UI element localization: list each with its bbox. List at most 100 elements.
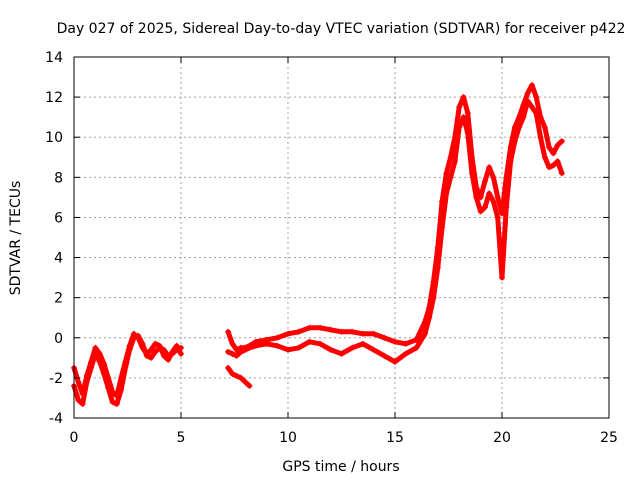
data-point	[338, 328, 345, 335]
data-point	[486, 190, 493, 197]
data-point	[481, 204, 488, 211]
data-point	[148, 346, 155, 353]
x-tick-label: 5	[177, 430, 186, 446]
data-point	[225, 328, 232, 335]
data-point	[225, 348, 232, 355]
data-point	[246, 382, 253, 389]
x-axis-label: GPS time / hours	[282, 459, 399, 475]
data-point	[546, 164, 553, 171]
data-point	[113, 392, 120, 399]
data-point	[434, 264, 441, 271]
data-point	[306, 338, 313, 345]
data-point	[546, 144, 553, 151]
data-point	[370, 330, 377, 337]
data-point	[233, 372, 240, 379]
data-point	[317, 324, 324, 331]
data-point	[413, 344, 420, 351]
y-tick-label: 4	[54, 251, 63, 267]
data-point	[520, 114, 527, 121]
data-point	[541, 154, 548, 161]
data-point	[295, 344, 302, 351]
data-point	[439, 224, 446, 231]
data-point	[494, 214, 501, 221]
series-5	[225, 364, 253, 389]
data-point	[130, 330, 137, 337]
data-point	[285, 346, 291, 353]
data-point	[75, 378, 82, 385]
data-point	[456, 124, 463, 131]
data-point	[447, 154, 454, 161]
data-point	[274, 334, 281, 341]
series-2	[71, 330, 184, 399]
y-tick-label: 14	[45, 50, 63, 66]
y-axis-label: SDTVAR / TECUs	[8, 181, 24, 296]
data-point	[306, 324, 313, 331]
data-point	[528, 104, 535, 111]
data-point	[79, 400, 86, 407]
data-point	[469, 170, 476, 177]
data-point	[528, 82, 535, 89]
series-4	[225, 98, 565, 365]
data-point	[533, 94, 540, 101]
data-point	[169, 348, 176, 355]
data-point	[349, 344, 356, 351]
data-point	[225, 364, 232, 371]
data-point	[443, 170, 450, 177]
y-axis-ticks: -4 -2 0 2 4 6 8 10 12 14	[45, 50, 609, 427]
data-point	[160, 352, 167, 359]
data-point	[242, 378, 249, 385]
x-tick-label: 15	[386, 430, 404, 446]
data-point	[402, 340, 409, 347]
data-point	[237, 374, 244, 381]
data-point	[473, 194, 480, 201]
x-tick-label: 20	[493, 430, 511, 446]
data-point	[370, 346, 377, 353]
data-point	[229, 370, 236, 377]
data-point	[139, 344, 146, 351]
data-point	[392, 358, 398, 365]
data-point	[554, 158, 561, 165]
data-point	[83, 372, 90, 379]
data-point	[490, 198, 497, 205]
data-point	[558, 170, 565, 177]
y-tick-label: 12	[45, 90, 63, 106]
data-point	[113, 400, 120, 407]
x-tick-label: 25	[600, 430, 618, 446]
data-point	[246, 344, 253, 351]
data-point	[122, 358, 129, 365]
data-point	[285, 330, 291, 337]
data-point	[464, 130, 471, 137]
data-point	[443, 190, 450, 197]
data-point	[100, 360, 107, 367]
data-point	[105, 374, 112, 381]
data-point	[152, 348, 159, 355]
series-line	[71, 331, 184, 399]
data-point	[229, 350, 236, 357]
data-point	[507, 158, 514, 165]
data-point	[490, 174, 497, 181]
data-point	[252, 342, 259, 349]
data-point	[229, 340, 236, 347]
data-point	[550, 162, 557, 169]
data-point	[481, 178, 488, 185]
data-point	[494, 194, 501, 201]
data-point	[533, 110, 540, 117]
data-point	[148, 354, 155, 361]
data-point	[486, 164, 493, 171]
x-tick-label: 10	[279, 430, 297, 446]
x-axis-ticks: 0 5 10 15 20 25	[70, 57, 618, 446]
data-point	[88, 358, 95, 365]
data-point	[524, 98, 531, 105]
data-point	[503, 204, 510, 211]
data-point	[233, 352, 240, 359]
data-point	[464, 110, 471, 117]
data-point	[541, 124, 548, 131]
y-tick-label: -2	[49, 371, 63, 387]
data-point	[426, 314, 433, 321]
chart-title: Day 027 of 2025, Sidereal Day-to-day VTE…	[57, 21, 626, 37]
y-tick-label: 2	[54, 291, 63, 307]
data-point	[460, 114, 467, 121]
data-point	[402, 350, 409, 357]
data-point	[156, 342, 163, 349]
